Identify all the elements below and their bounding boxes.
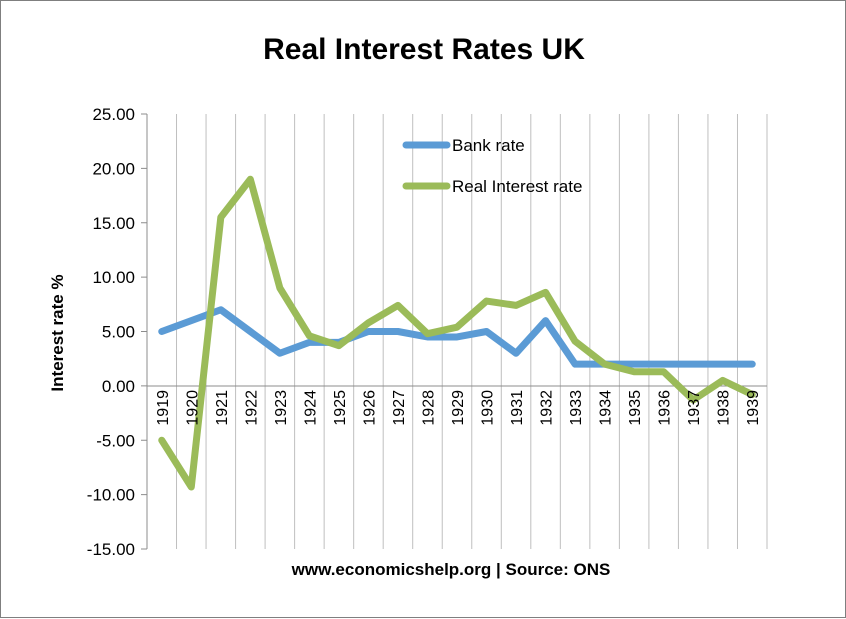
x-tick-label: 1923 bbox=[273, 390, 290, 426]
legend: Bank rate Real Interest rate bbox=[402, 136, 582, 196]
x-tick-label: 1925 bbox=[332, 390, 349, 426]
series-line-bank-rate bbox=[158, 306, 756, 368]
x-tick-label: 1930 bbox=[480, 390, 497, 426]
x-tick-label: 1924 bbox=[302, 390, 319, 426]
x-tick-label: 1931 bbox=[509, 390, 526, 426]
x-tick-label: 1934 bbox=[598, 390, 615, 426]
y-tick-label: 5.00 bbox=[102, 323, 135, 342]
x-tick-label: 1927 bbox=[391, 390, 408, 426]
x-axis-label: www.economicshelp.org | Source: ONS bbox=[291, 560, 611, 579]
y-tick-label: -15.00 bbox=[87, 540, 135, 559]
x-tick-label: 1939 bbox=[745, 390, 762, 426]
y-tick-label: 25.00 bbox=[92, 105, 135, 124]
axes bbox=[141, 113, 767, 550]
y-tick-label: 0.00 bbox=[102, 377, 135, 396]
legend-label: Bank rate bbox=[452, 136, 525, 155]
x-tick-label: 1926 bbox=[361, 390, 378, 426]
x-tick-label: 1938 bbox=[716, 390, 733, 426]
chart-title: Real Interest Rates UK bbox=[263, 33, 585, 66]
y-tick-label: 10.00 bbox=[92, 268, 135, 287]
x-tick-label: 1919 bbox=[155, 390, 172, 426]
x-tick-label: 1932 bbox=[539, 390, 556, 426]
x-tick-label: 1928 bbox=[420, 390, 437, 426]
x-tick-labels: 1919 1920 1921 1922 1923 1924 1925 1926 1927 1928… bbox=[155, 390, 762, 426]
x-tick-label: 1920 bbox=[184, 390, 201, 426]
series-lines bbox=[158, 175, 756, 491]
x-tick-label: 1929 bbox=[450, 390, 467, 426]
x-tick-label: 1937 bbox=[686, 390, 703, 426]
series-line-real-interest-rate bbox=[158, 175, 756, 491]
x-tick-label: 1933 bbox=[568, 390, 585, 426]
x-tick-label: 1922 bbox=[243, 390, 260, 426]
x-tick-label: 1936 bbox=[657, 390, 674, 426]
y-tick-labels: 25.00 20.00 15.00 10.00 5.00 0.00 -5.00 -10.00 -… bbox=[87, 105, 135, 559]
y-tick-label: 15.00 bbox=[92, 214, 135, 233]
y-axis-label: Interest rate % bbox=[48, 274, 67, 391]
y-tick-label: 20.00 bbox=[92, 159, 135, 178]
legend-label: Real Interest rate bbox=[452, 177, 582, 196]
x-tick-label: 1921 bbox=[214, 390, 231, 426]
y-tick-label: -10.00 bbox=[87, 486, 135, 505]
x-tick-label: 1935 bbox=[627, 390, 644, 426]
y-tick-label: -5.00 bbox=[96, 431, 135, 450]
